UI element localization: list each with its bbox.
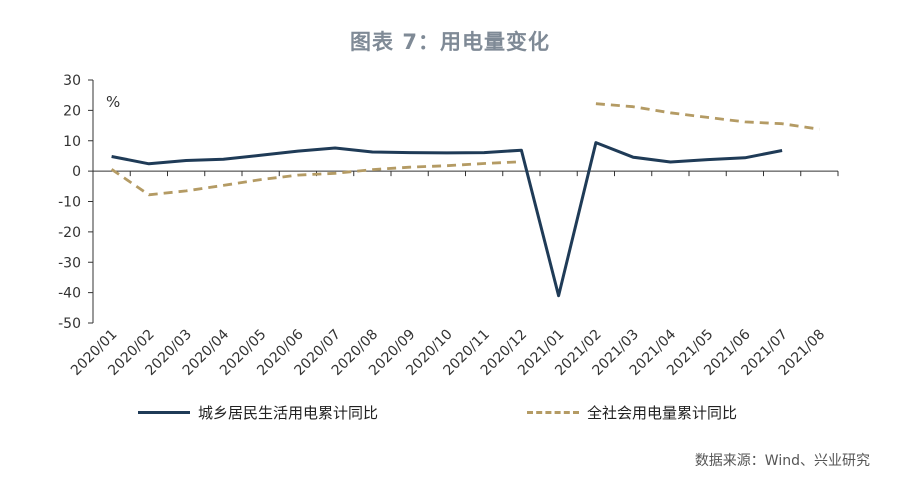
y-tick-label: -30 <box>58 255 81 271</box>
series-layer <box>110 102 820 298</box>
data-point-society <box>148 194 150 196</box>
y-tick-label: 10 <box>63 134 81 150</box>
y-tick-label: 0 <box>72 164 81 180</box>
y-tick-label: -50 <box>58 316 81 332</box>
data-point-society <box>669 112 671 114</box>
data-point-society <box>408 166 410 168</box>
data-point-society <box>818 128 820 130</box>
data-point-society <box>259 178 261 180</box>
legend-item-resident: 城乡居民生活用电累计同比 <box>138 398 378 426</box>
data-point-society <box>483 162 485 164</box>
data-point-resident <box>483 151 485 153</box>
legend-item-society: 全社会用电量累计同比 <box>527 398 737 426</box>
data-point-resident <box>110 155 112 157</box>
data-point-resident <box>595 141 597 143</box>
data-point-resident <box>706 158 708 160</box>
chart-title: 图表 7：用电量变化 <box>350 30 550 54</box>
data-point-society <box>185 190 187 192</box>
data-point-society <box>110 168 112 170</box>
y-tick-label: -40 <box>58 286 81 302</box>
data-point-society <box>371 168 373 170</box>
data-point-society <box>222 184 224 186</box>
source-note: 数据来源：Wind、兴业研究 <box>694 453 870 469</box>
legend-label-society: 全社会用电量累计同比 <box>587 403 738 422</box>
series-line-society <box>595 102 820 131</box>
data-point-society <box>706 116 708 118</box>
legend: 城乡居民生活用电累计同比 全社会用电量累计同比 <box>0 398 900 426</box>
data-point-resident <box>557 294 559 296</box>
data-point-resident <box>259 154 261 156</box>
data-point-society <box>446 164 448 166</box>
data-point-society <box>334 172 336 174</box>
legend-swatch-dashed <box>527 410 579 414</box>
data-point-resident <box>446 152 448 154</box>
data-point-resident <box>148 163 150 165</box>
data-point-resident <box>669 161 671 163</box>
legend-label-resident: 城乡居民生活用电累计同比 <box>198 403 379 422</box>
data-point-resident <box>371 151 373 153</box>
y-tick-label: 30 <box>63 73 81 89</box>
data-point-society <box>595 102 597 104</box>
data-point-society <box>520 161 522 163</box>
legend-swatch-solid <box>138 410 190 414</box>
data-point-resident <box>744 157 746 159</box>
y-unit-label: % <box>106 93 120 111</box>
data-point-resident <box>781 149 783 151</box>
data-point-resident <box>185 159 187 161</box>
data-point-resident <box>520 149 522 151</box>
y-tick-label: -20 <box>58 225 81 241</box>
data-point-society <box>781 123 783 125</box>
data-point-resident <box>632 156 634 158</box>
data-point-resident <box>297 150 299 152</box>
data-point-resident <box>408 151 410 153</box>
data-point-resident <box>222 158 224 160</box>
series-line-society <box>110 160 522 197</box>
data-point-society <box>632 106 634 108</box>
y-tick-label: 20 <box>63 103 81 119</box>
data-point-society <box>744 121 746 123</box>
series-line-resident <box>111 141 783 298</box>
y-tick-label: -10 <box>58 195 81 211</box>
data-point-society <box>297 174 299 176</box>
data-point-resident <box>334 147 336 149</box>
